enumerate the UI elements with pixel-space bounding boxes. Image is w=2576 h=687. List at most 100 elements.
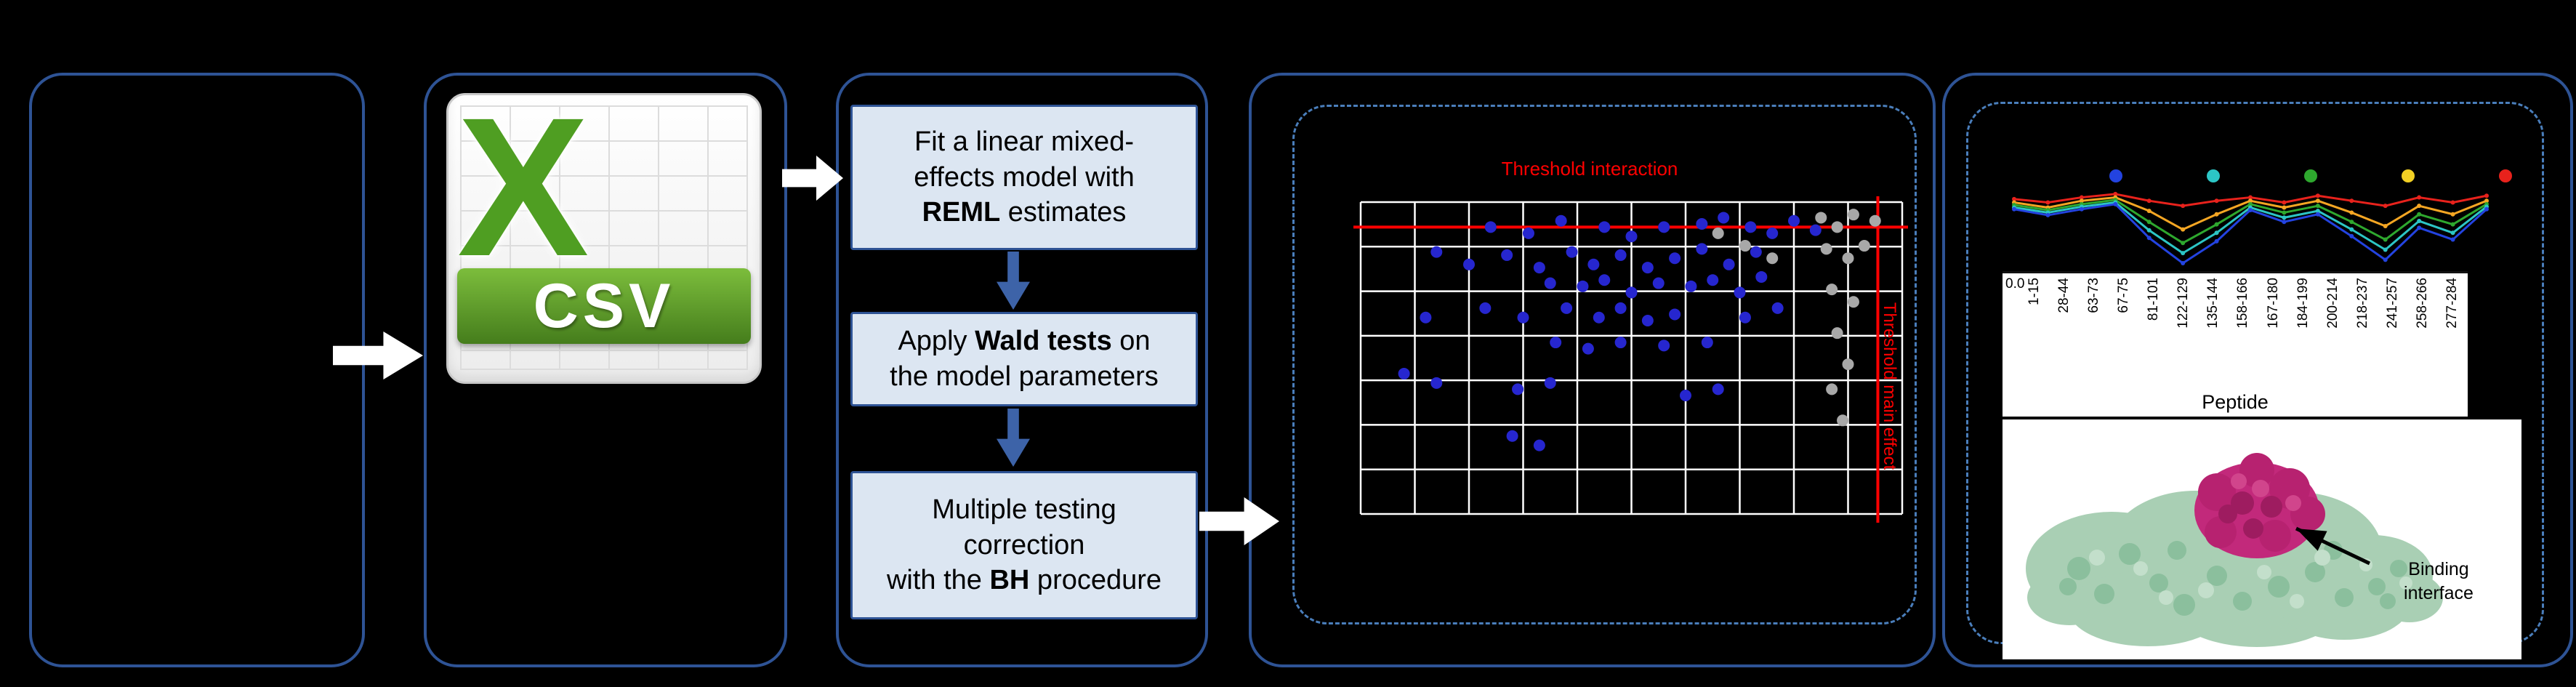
scatter-point-interaction-significant xyxy=(1669,252,1681,265)
scatter-point-interaction-significant xyxy=(1420,311,1432,324)
scatter-point-interaction-significant xyxy=(1669,308,1681,321)
uptake-marker-red xyxy=(2248,195,2253,200)
uptake-marker-red xyxy=(2282,200,2287,205)
scatter-point-interaction-significant xyxy=(1766,227,1779,239)
scatter-point-interaction-significant xyxy=(1517,311,1529,324)
scatter-point-non-significant xyxy=(1831,221,1843,233)
scatter-point-interaction-significant xyxy=(1696,218,1708,230)
step-bh-box: Multiple testing correction with the BH … xyxy=(850,471,1198,619)
legend-dot xyxy=(2109,169,2122,182)
binding-arrow xyxy=(2295,526,2371,566)
scatter-point-interaction-significant xyxy=(1641,262,1654,274)
protein-structure-image xyxy=(2026,453,2443,647)
scatter-point-non-significant xyxy=(1815,212,1827,224)
uptake-marker-green xyxy=(2315,204,2320,209)
scatter-point-non-significant xyxy=(1842,252,1854,265)
scatter-point-non-significant xyxy=(1712,227,1724,239)
uptake-marker-orange xyxy=(2450,212,2455,217)
step-text-line: the model parameters xyxy=(853,359,1196,395)
scatter-point-interaction-significant xyxy=(1533,439,1545,451)
scatter-point-interaction-significant xyxy=(1755,270,1768,283)
scatter-point-interaction-significant xyxy=(1544,377,1556,389)
step-text-line: effects model with xyxy=(853,160,1196,196)
scatter-point-interaction-significant xyxy=(1598,221,1611,233)
legend-dot xyxy=(2304,169,2317,182)
uptake-marker-green xyxy=(2282,210,2287,215)
scatter-point-interaction-significant xyxy=(1566,246,1578,258)
scatter-point-interaction-significant xyxy=(1522,227,1534,239)
uptake-marker-orange xyxy=(2315,198,2320,204)
peptide-tick-label: 200-214 xyxy=(2325,278,2340,329)
scatter-point-interaction-significant xyxy=(1555,214,1567,227)
uptake-marker-orange xyxy=(2146,209,2152,214)
scatter-point-non-significant xyxy=(1831,327,1843,340)
scatter-point-non-significant xyxy=(1826,284,1838,296)
timepoint-legend xyxy=(2109,169,2512,182)
uptake-marker-red xyxy=(2315,193,2320,198)
step-text-line: with the BH procedure xyxy=(853,563,1196,598)
peptide-tick-label: 167-180 xyxy=(2265,278,2281,329)
uptake-marker-orange xyxy=(2383,224,2388,228)
scatter-point-interaction-significant xyxy=(1533,262,1545,274)
scatter-point-non-significant xyxy=(1739,240,1751,252)
legend-dot xyxy=(2402,169,2415,182)
uptake-marker-cyan xyxy=(2282,215,2287,220)
uptake-marker-green xyxy=(2214,222,2219,227)
uptake-marker-cyan xyxy=(2181,251,2186,256)
uptake-marker-red xyxy=(2146,198,2152,204)
scatter-point-interaction-significant xyxy=(1696,243,1708,255)
scatter-point-interaction-significant xyxy=(1577,280,1589,292)
step-text: on xyxy=(1111,326,1151,357)
step-text-line: Multiple testing xyxy=(853,492,1196,528)
panel-input xyxy=(29,73,365,667)
peptide-tick-label: 122-129 xyxy=(2175,278,2191,329)
peptide-tick-labels: 1-15 28-44 63-73 67-75 81-101 122-129 13… xyxy=(2026,278,2460,393)
binding-site-region xyxy=(2194,453,2325,558)
uptake-marker-orange xyxy=(2248,198,2253,204)
scatter-point-interaction-significant xyxy=(1430,246,1443,258)
uptake-marker-cyan xyxy=(2146,228,2152,233)
uptake-marker-green xyxy=(2248,201,2253,206)
scatter-point-interaction-significant xyxy=(1582,342,1594,355)
step-text-line: Apply Wald tests on xyxy=(853,324,1196,359)
step-text-bold: BH xyxy=(989,565,1030,596)
uptake-marker-green xyxy=(2349,220,2354,225)
scatter-point-interaction-significant xyxy=(1788,214,1800,227)
scatter-point-interaction-significant xyxy=(1593,311,1605,324)
uptake-marker-blue xyxy=(2383,257,2388,262)
uptake-marker-red xyxy=(2181,204,2186,209)
uptake-marker-red xyxy=(2349,198,2354,204)
scatter-point-interaction-significant xyxy=(1479,302,1492,314)
scatter-point-non-significant xyxy=(1837,414,1849,427)
scatter-point-interaction-significant xyxy=(1484,221,1497,233)
uptake-marker-blue xyxy=(2113,201,2118,206)
uptake-marker-blue xyxy=(2045,212,2050,217)
scatter-point-non-significant xyxy=(1869,214,1881,227)
protein-surface-highlight xyxy=(2089,550,2412,608)
scatter-point-interaction-significant xyxy=(1723,258,1735,270)
uptake-line-chart xyxy=(2012,191,2489,266)
csv-banner-label: CSV xyxy=(533,270,675,341)
scatter-point-interaction-significant xyxy=(1707,274,1719,286)
uptake-marker-blue xyxy=(2214,238,2219,244)
scatter-point-non-significant xyxy=(1842,358,1854,371)
uptake-marker-blue xyxy=(2450,237,2455,242)
uptake-marker-blue xyxy=(2181,261,2186,266)
uptake-marker-cyan xyxy=(2214,230,2219,236)
down-arrow-1 xyxy=(997,252,1030,310)
step-reml-box: Fit a linear mixed- effects model with R… xyxy=(850,105,1198,250)
uptake-marker-cyan xyxy=(2383,247,2388,252)
step-text: correction xyxy=(963,529,1085,561)
scatter-point-interaction-significant xyxy=(1463,258,1475,270)
peptide-tick-label: 277-284 xyxy=(2444,278,2460,329)
uptake-marker-orange xyxy=(2181,227,2186,232)
peptide-tick-label: 258-266 xyxy=(2414,278,2430,329)
uptake-marker-green xyxy=(2181,241,2186,246)
step-wald-box: Apply Wald tests on the model parameters xyxy=(850,312,1198,406)
uptake-marker-blue xyxy=(2417,225,2422,230)
step-text-line: REML estimates xyxy=(853,195,1196,230)
step-text-bold: REML xyxy=(922,197,1001,228)
binding-label-line1: Binding xyxy=(2408,559,2469,579)
scatter-point-interaction-significant xyxy=(1809,224,1822,236)
scatter-point-non-significant xyxy=(1766,252,1779,265)
